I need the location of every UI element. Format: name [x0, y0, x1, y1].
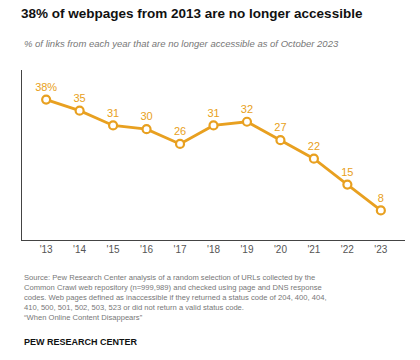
svg-text:'18: '18 [207, 244, 220, 255]
svg-text:32: 32 [241, 103, 253, 115]
svg-text:'14: '14 [73, 244, 86, 255]
svg-text:PEW RESEARCH CENTER: PEW RESEARCH CENTER [24, 337, 138, 347]
svg-text:'20: '20 [274, 244, 287, 255]
svg-text:'15: '15 [107, 244, 120, 255]
svg-text:27: 27 [274, 121, 286, 133]
svg-text:30: 30 [140, 110, 152, 122]
svg-text:15: 15 [341, 166, 353, 178]
svg-text:'22: '22 [341, 244, 354, 255]
svg-text:'13: '13 [40, 244, 53, 255]
svg-text:Source: Pew Research Center an: Source: Pew Research Center analysis of … [24, 273, 327, 322]
svg-text:38%: 38% [35, 81, 57, 93]
svg-text:'16: '16 [140, 244, 153, 255]
svg-text:31: 31 [107, 107, 119, 119]
svg-text:'19: '19 [240, 244, 253, 255]
svg-text:'21: '21 [307, 244, 320, 255]
svg-text:31: 31 [207, 107, 219, 119]
svg-text:% of links from each year that: % of links from each year that are no lo… [24, 38, 339, 49]
svg-text:38% of webpages from 2013 are: 38% of webpages from 2013 are no longer … [21, 6, 363, 21]
svg-text:22: 22 [308, 140, 320, 152]
svg-text:'23: '23 [374, 244, 387, 255]
svg-text:8: 8 [378, 192, 384, 204]
svg-text:'17: '17 [174, 244, 187, 255]
svg-text:26: 26 [174, 125, 186, 137]
svg-text:35: 35 [73, 92, 85, 104]
